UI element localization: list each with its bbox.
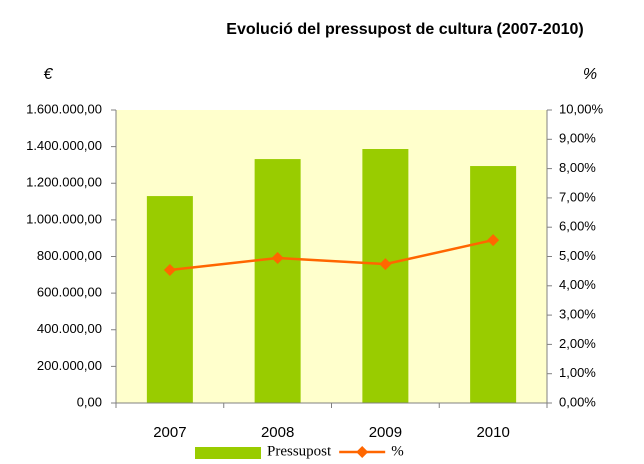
bar bbox=[254, 159, 301, 403]
y-tick-label: 1.600.000,00 bbox=[26, 101, 102, 116]
y-tick-label: 400.000,00 bbox=[37, 321, 102, 336]
legend-label: % bbox=[391, 443, 404, 459]
y2-tick-label: 2,00% bbox=[559, 336, 596, 351]
y-tick-label: 1.200.000,00 bbox=[26, 175, 102, 190]
y2-tick-label: 3,00% bbox=[559, 307, 596, 322]
bar bbox=[146, 196, 193, 403]
line-marker bbox=[487, 234, 500, 247]
x-tick-label: 2007 bbox=[153, 424, 186, 441]
y2-tick-label: 9,00% bbox=[559, 131, 596, 146]
y-tick-label: 200.000,00 bbox=[37, 358, 102, 373]
line-marker bbox=[163, 263, 176, 276]
y2-tick-label: 4,00% bbox=[559, 277, 596, 292]
y-tick-label: 800.000,00 bbox=[37, 248, 102, 263]
y2-tick-label: 1,00% bbox=[559, 365, 596, 380]
bar bbox=[362, 149, 409, 403]
y2-tick-label: 5,00% bbox=[559, 248, 596, 263]
legend-label: Pressupost bbox=[267, 443, 332, 459]
legend-swatch bbox=[195, 447, 261, 461]
chart-title: Evolució del pressupost de cultura (2007… bbox=[226, 21, 583, 38]
y-tick-label: 1.000.000,00 bbox=[26, 211, 102, 226]
x-tick-label: 2009 bbox=[369, 424, 402, 441]
y2-tick-label: 0,00% bbox=[559, 394, 596, 409]
x-tick-label: 2010 bbox=[476, 424, 509, 441]
y2-tick-label: 10,00% bbox=[559, 101, 604, 116]
line-marker bbox=[271, 251, 284, 264]
legend-swatch bbox=[356, 446, 369, 458]
y2-tick-label: 8,00% bbox=[559, 160, 596, 175]
y2-tick-label: 6,00% bbox=[559, 219, 596, 234]
y2-tick-label: 7,00% bbox=[559, 189, 596, 204]
y-axis-label: € bbox=[44, 66, 54, 83]
line bbox=[169, 238, 494, 272]
line-marker bbox=[379, 258, 392, 271]
x-tick-label: 2008 bbox=[261, 424, 294, 441]
y2-axis-label: % bbox=[583, 66, 597, 83]
y-tick-label: 0,00 bbox=[77, 394, 102, 409]
bar bbox=[470, 166, 517, 403]
y-tick-label: 1.400.000,00 bbox=[26, 138, 102, 153]
y-tick-label: 600.000,00 bbox=[37, 285, 102, 300]
